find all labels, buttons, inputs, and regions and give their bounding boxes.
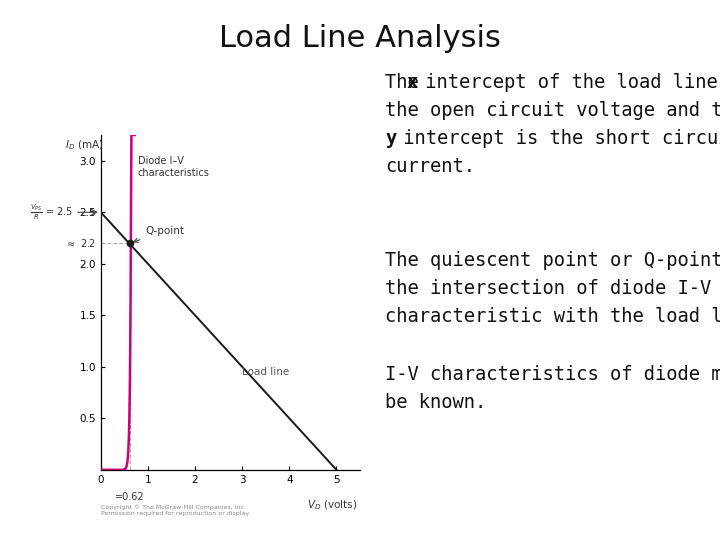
- Text: Load Line Analysis: Load Line Analysis: [219, 24, 501, 53]
- Text: The quiescent point or Q-point is: The quiescent point or Q-point is: [385, 251, 720, 270]
- Text: x: x: [406, 73, 418, 92]
- Text: y: y: [385, 129, 397, 148]
- Text: The: The: [385, 73, 431, 92]
- Text: characteristic with the load line.: characteristic with the load line.: [385, 307, 720, 326]
- Text: Diode I–V
characteristics: Diode I–V characteristics: [138, 156, 210, 178]
- Text: $\frac{V_{PS}}{R}$ = 2.5: $\frac{V_{PS}}{R}$ = 2.5: [30, 202, 73, 222]
- Text: =0.62: =0.62: [115, 492, 145, 502]
- Text: current.: current.: [385, 157, 475, 176]
- Text: Load line: Load line: [242, 367, 289, 377]
- Text: the open circuit voltage and the: the open circuit voltage and the: [385, 101, 720, 120]
- Text: $\approx$ 2.2: $\approx$ 2.2: [65, 237, 96, 249]
- Text: I-V characteristics of diode must: I-V characteristics of diode must: [385, 364, 720, 383]
- Text: intercept is the short circuit: intercept is the short circuit: [392, 129, 720, 148]
- Text: $I_D$ (mA): $I_D$ (mA): [66, 138, 104, 152]
- Text: the intersection of diode I-V: the intersection of diode I-V: [385, 279, 711, 298]
- Text: intercept of the load line is: intercept of the load line is: [413, 73, 720, 92]
- Text: Copyright © The McGraw-Hill Companies, Inc.
Permission required for reproduction: Copyright © The McGraw-Hill Companies, I…: [101, 504, 250, 516]
- Text: be known.: be known.: [385, 393, 487, 411]
- Text: $V_D$ (volts): $V_D$ (volts): [307, 498, 358, 512]
- Text: Q-point: Q-point: [134, 226, 184, 242]
